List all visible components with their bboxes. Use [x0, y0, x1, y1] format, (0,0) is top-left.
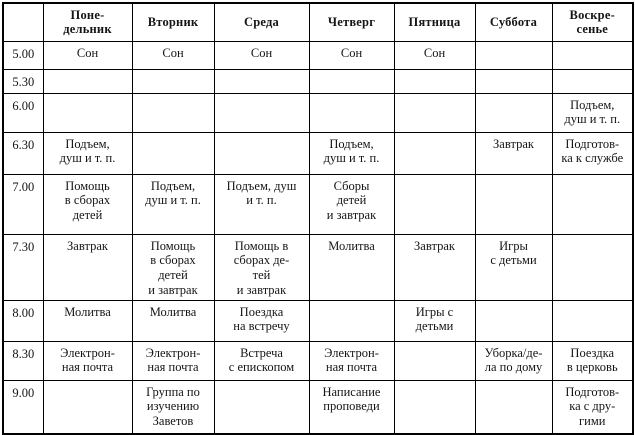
- schedule-cell: [308, 299, 395, 342]
- schedule-cell: Помощь в сборах детей: [42, 173, 133, 235]
- schedule-cell: [308, 68, 395, 94]
- schedule-cell: Подъем, душ и т. п.: [308, 131, 395, 175]
- schedule-cell: [474, 40, 553, 70]
- schedule-row: 7.00 Помощь в сборах детей Подъем, душ и т…: [2, 173, 634, 235]
- schedule-header: Поне- дельник Вторник Среда Четверг Пятница С…: [2, 2, 634, 42]
- day-header: Среда: [213, 2, 310, 42]
- schedule-cell: Сон: [393, 40, 476, 70]
- schedule-cell: Подъем, душ и т. п.: [551, 92, 634, 133]
- schedule-cell: [131, 68, 215, 94]
- schedule-cell: [131, 131, 215, 175]
- schedule-cell: [474, 68, 553, 94]
- schedule-row: 5.00 Сон Сон Сон Сон Сон: [2, 40, 634, 70]
- schedule-cell: Уборка/де- ла по дому: [474, 340, 553, 381]
- schedule-cell: Помощь в сборах де- тей и завтрак: [213, 233, 310, 301]
- schedule-body: 5.00 Сон Сон Сон Сон Сон 5.30 6.00 Подъем, душ и…: [2, 40, 634, 435]
- schedule-cell: [393, 92, 476, 133]
- schedule-row: 9.00 Группа по изучению Заветов Написание …: [2, 379, 634, 435]
- schedule-cell: Подъем, душ и т. п.: [131, 173, 215, 235]
- schedule-cell: Сон: [42, 40, 133, 70]
- schedule-row: 6.30 Подъем, душ и т. п. Подъем, душ и т. …: [2, 131, 634, 175]
- schedule-cell: [551, 40, 634, 70]
- schedule-row: 8.00 Молитва Молитва Поездка на встречу Игры…: [2, 299, 634, 342]
- schedule-cell: [393, 340, 476, 381]
- schedule-cell: [474, 173, 553, 235]
- schedule-cell: [551, 299, 634, 342]
- schedule-cell: [42, 68, 133, 94]
- day-header: Вторник: [131, 2, 215, 42]
- schedule-cell: [551, 233, 634, 301]
- schedule-cell: [393, 173, 476, 235]
- day-header: Воскре- сенье: [551, 2, 634, 42]
- schedule-cell: Подъем, душ и т. п.: [213, 173, 310, 235]
- time-cell: 9.00: [2, 379, 44, 435]
- day-header: Суббота: [474, 2, 553, 42]
- day-header: Поне- дельник: [42, 2, 133, 42]
- time-cell: 6.00: [2, 92, 44, 133]
- schedule-cell: Подъем, душ и т. п.: [42, 131, 133, 175]
- schedule-cell: Игры с детьми: [474, 233, 553, 301]
- schedule-cell: Молитва: [308, 233, 395, 301]
- schedule-cell: [42, 92, 133, 133]
- schedule-cell: Электрон- ная почта: [308, 340, 395, 381]
- schedule-cell: Подготов- ка к службе: [551, 131, 634, 175]
- schedule-cell: [551, 68, 634, 94]
- schedule-cell: [393, 131, 476, 175]
- schedule-cell: Сборы детей и завтрак: [308, 173, 395, 235]
- schedule-cell: Группа по изучению Заветов: [131, 379, 215, 435]
- schedule-cell: Молитва: [131, 299, 215, 342]
- time-cell: 8.00: [2, 299, 44, 342]
- schedule-cell: Электрон- ная почта: [131, 340, 215, 381]
- schedule-cell: [213, 92, 310, 133]
- schedule-row: 5.30: [2, 68, 634, 94]
- time-cell: 8.30: [2, 340, 44, 381]
- schedule-cell: [393, 68, 476, 94]
- schedule-cell: Сон: [131, 40, 215, 70]
- schedule-cell: [474, 379, 553, 435]
- schedule-cell: [308, 92, 395, 133]
- day-header: Пятница: [393, 2, 476, 42]
- schedule-cell: Электрон- ная почта: [42, 340, 133, 381]
- schedule-row: 7.30 Завтрак Помощь в сборах детей и завтр…: [2, 233, 634, 301]
- schedule-cell: Игры с детьми: [393, 299, 476, 342]
- schedule-cell: [213, 68, 310, 94]
- schedule-cell: [42, 379, 133, 435]
- schedule-cell: Подготов- ка с дру- гими: [551, 379, 634, 435]
- day-header: Четверг: [308, 2, 395, 42]
- schedule-cell: Завтрак: [474, 131, 553, 175]
- schedule-row: 8.30 Электрон- ная почта Электрон- ная поч…: [2, 340, 634, 381]
- schedule-cell: Сон: [308, 40, 395, 70]
- time-cell: 5.30: [2, 68, 44, 94]
- header-row: Поне- дельник Вторник Среда Четверг Пятница С…: [2, 2, 634, 42]
- time-cell: 7.00: [2, 173, 44, 235]
- schedule-cell: [551, 173, 634, 235]
- schedule-cell: Молитва: [42, 299, 133, 342]
- schedule-cell: Завтрак: [393, 233, 476, 301]
- schedule-cell: Сон: [213, 40, 310, 70]
- schedule-cell: Написание проповеди: [308, 379, 395, 435]
- time-cell: 7.30: [2, 233, 44, 301]
- schedule-cell: [213, 131, 310, 175]
- schedule-cell: Встреча с епископом: [213, 340, 310, 381]
- time-cell: 5.00: [2, 40, 44, 70]
- schedule-row: 6.00 Подъем, душ и т. п.: [2, 92, 634, 133]
- schedule-cell: [474, 299, 553, 342]
- schedule-cell: [131, 92, 215, 133]
- schedule-cell: [393, 379, 476, 435]
- schedule-cell: Помощь в сборах детей и завтрак: [131, 233, 215, 301]
- schedule-cell: Завтрак: [42, 233, 133, 301]
- schedule-cell: [213, 379, 310, 435]
- schedule-cell: Поездка в церковь: [551, 340, 634, 381]
- schedule-cell: [474, 92, 553, 133]
- time-cell: 6.30: [2, 131, 44, 175]
- schedule-cell: Поездка на встречу: [213, 299, 310, 342]
- corner-cell: [2, 2, 44, 42]
